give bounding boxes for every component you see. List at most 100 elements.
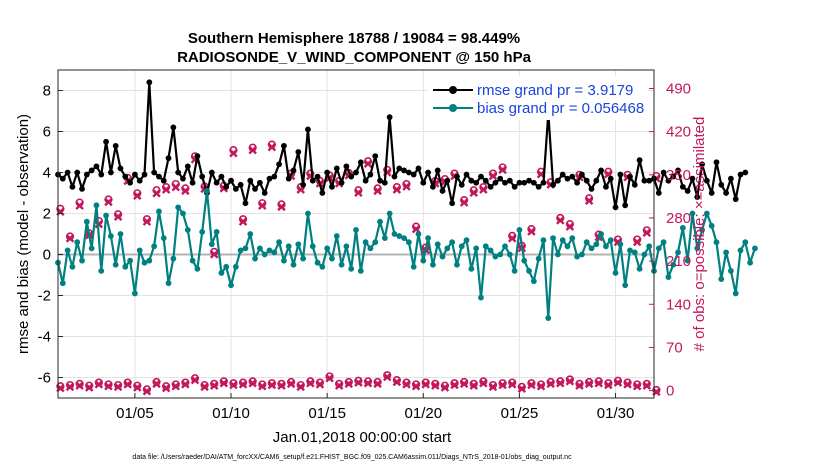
bias-point bbox=[218, 270, 225, 276]
obs-assimilated-point bbox=[594, 378, 603, 388]
y-right-tick-label: 350 bbox=[666, 167, 691, 184]
obs-assimilated-point bbox=[459, 198, 469, 207]
rmse-point bbox=[295, 149, 302, 155]
bias-point bbox=[425, 235, 431, 242]
rmse-point bbox=[69, 183, 76, 190]
bias-point bbox=[598, 231, 605, 237]
x-tick-label: 01/30 bbox=[597, 405, 635, 422]
y-tick-label: 0 bbox=[43, 247, 51, 264]
bias-point bbox=[713, 239, 720, 246]
obs-assimilated-point bbox=[488, 171, 498, 181]
rmse-point bbox=[607, 175, 614, 182]
rmse-point bbox=[396, 165, 403, 172]
bias-point bbox=[338, 261, 345, 268]
obs-assimilated-point bbox=[277, 202, 286, 212]
bias-point bbox=[708, 222, 715, 229]
rmse-point bbox=[660, 169, 667, 176]
bias-point bbox=[151, 243, 158, 250]
obs-assimilated-point bbox=[575, 381, 584, 390]
rmse-point bbox=[641, 177, 648, 184]
obs-assimilated-point bbox=[450, 380, 459, 390]
obs-assimilated-point bbox=[527, 380, 536, 390]
rmse-point bbox=[223, 183, 230, 190]
rmse-point bbox=[213, 179, 220, 186]
y-tick-label: 8 bbox=[43, 83, 51, 100]
bias-point bbox=[242, 245, 249, 252]
y-tick-label: 2 bbox=[43, 206, 51, 223]
bias-point bbox=[593, 241, 600, 248]
bias-point bbox=[583, 239, 590, 246]
data-file-footnote: data file: /Users/raeder/DAI/ATM_forcXX/… bbox=[132, 454, 572, 461]
bias-point bbox=[430, 261, 436, 268]
obs-assimilated-point bbox=[392, 377, 402, 387]
bias-point bbox=[665, 274, 672, 280]
obs-assimilated-point bbox=[604, 380, 613, 390]
bias-point bbox=[559, 237, 566, 244]
obs-assimilated-point bbox=[258, 382, 267, 391]
rmse-point bbox=[617, 171, 624, 178]
bias-point bbox=[232, 263, 239, 270]
obs-assimilated-point bbox=[363, 378, 373, 388]
y-right-tick-label: 210 bbox=[666, 253, 691, 270]
bias-point bbox=[136, 247, 143, 254]
bias-point bbox=[391, 231, 398, 237]
obs-assimilated-point bbox=[546, 379, 555, 389]
bias-point bbox=[521, 257, 528, 264]
rmse-point bbox=[631, 181, 638, 188]
rmse-point bbox=[454, 173, 460, 180]
rmse-point bbox=[430, 183, 436, 190]
obs-assimilated-point bbox=[200, 382, 209, 392]
bias-point bbox=[679, 224, 686, 231]
rmse-point bbox=[107, 169, 114, 176]
bias-point bbox=[276, 239, 282, 246]
bias-point bbox=[492, 253, 499, 260]
obs-assimilated-point bbox=[498, 165, 507, 175]
bias-point bbox=[482, 243, 489, 250]
rmse-point bbox=[540, 179, 547, 186]
rmse-point bbox=[516, 179, 523, 186]
rmse-point bbox=[564, 175, 571, 182]
rmse-point bbox=[165, 155, 172, 162]
rmse-point bbox=[300, 181, 307, 188]
legend-rmse-label: rmse grand pr = 3.9179 bbox=[477, 82, 633, 99]
bias-point bbox=[487, 247, 494, 254]
rmse-point bbox=[405, 169, 412, 176]
bias-point bbox=[343, 243, 350, 250]
rmse-point bbox=[386, 114, 393, 121]
rmse-point bbox=[333, 165, 340, 172]
rmse-point bbox=[208, 169, 215, 176]
bias-point bbox=[728, 268, 734, 274]
rmse-point bbox=[103, 138, 109, 145]
rmse-point bbox=[742, 169, 749, 176]
rmse-point bbox=[535, 183, 542, 190]
obs-assimilated-point bbox=[142, 217, 152, 226]
bias-point bbox=[357, 268, 364, 274]
obs-assimilated-point bbox=[556, 216, 565, 225]
rmse-point bbox=[314, 173, 321, 180]
bias-point bbox=[694, 245, 701, 252]
rmse-point bbox=[391, 173, 398, 180]
bias-point bbox=[314, 259, 321, 266]
bias-point bbox=[506, 251, 513, 258]
bias-point bbox=[208, 241, 215, 248]
x-tick-label: 01/05 bbox=[116, 405, 154, 422]
rmse-point bbox=[117, 165, 124, 172]
rmse-point bbox=[689, 175, 696, 182]
bias-point bbox=[511, 268, 518, 274]
rmse-point bbox=[228, 177, 234, 184]
bias-point bbox=[141, 259, 148, 266]
obs-assimilated-point bbox=[104, 382, 113, 391]
rmse-point bbox=[353, 169, 359, 176]
bias-point bbox=[497, 251, 504, 258]
rmse-point bbox=[151, 169, 158, 176]
rmse-point bbox=[713, 159, 720, 166]
rmse-point bbox=[232, 186, 239, 192]
y-right-tick-label: 0 bbox=[666, 383, 674, 400]
bias-point bbox=[660, 239, 667, 246]
chart-title: Southern Hemisphere 18788 / 19084 = 98.4… bbox=[188, 30, 520, 47]
bias-point bbox=[247, 231, 254, 237]
bias-point bbox=[324, 245, 331, 252]
rmse-point bbox=[593, 177, 600, 184]
rmse-point bbox=[372, 153, 379, 160]
y-tick-label: -4 bbox=[38, 329, 51, 346]
